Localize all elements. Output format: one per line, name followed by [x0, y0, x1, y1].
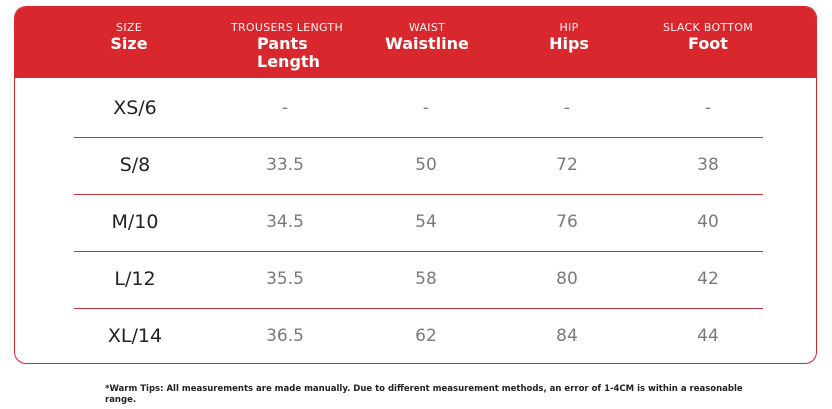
size-chart-card: SIZE Size TROUSERS LENGTH Pants Length W… — [14, 6, 817, 364]
header-foot-main: Foot — [688, 34, 728, 53]
header-foot: SLACK BOTTOM Foot — [633, 21, 783, 53]
header-size: SIZE Size — [54, 21, 204, 53]
warm-tips-note: *Warm Tips: All measurements are made ma… — [105, 384, 743, 405]
waistline-cell: 62 — [415, 326, 437, 346]
foot-cell: 38 — [697, 155, 719, 175]
hips-cell: - — [563, 98, 571, 118]
header-pants-length: TROUSERS LENGTH Pants Length — [212, 21, 362, 71]
table-row: M/10 34.5 54 76 40 — [74, 194, 763, 252]
table-row: XS/6 - - - - — [74, 80, 763, 138]
header-size-sub: SIZE — [116, 21, 142, 34]
table-header: SIZE Size TROUSERS LENGTH Pants Length W… — [15, 7, 816, 78]
foot-cell: - — [704, 98, 712, 118]
pants-length-cell: 34.5 — [266, 212, 304, 232]
size-cell: L/12 — [114, 268, 156, 290]
size-cell: M/10 — [111, 211, 159, 233]
waistline-cell: 54 — [415, 212, 437, 232]
pants-length-cell: 36.5 — [266, 326, 304, 346]
pants-length-cell: - — [281, 98, 289, 118]
header-hips-main: Hips — [549, 34, 589, 53]
hips-cell: 84 — [556, 326, 578, 346]
pants-length-cell: 35.5 — [266, 269, 304, 289]
foot-cell: 42 — [697, 269, 719, 289]
foot-cell: 40 — [697, 212, 719, 232]
header-waistline-sub: WAIST — [408, 21, 446, 34]
waistline-cell: - — [422, 98, 430, 118]
header-pants-length-main: Pants Length — [257, 34, 320, 71]
header-size-main: Size — [110, 34, 148, 53]
size-cell: S/8 — [119, 154, 151, 176]
hips-cell: 76 — [556, 212, 578, 232]
header-hips: HIP Hips — [494, 21, 644, 53]
table-row: L/12 35.5 58 80 42 — [74, 251, 763, 309]
header-foot-sub: SLACK BOTTOM — [662, 21, 754, 34]
waistline-cell: 50 — [415, 155, 437, 175]
waistline-cell: 58 — [415, 269, 437, 289]
size-cell: XS/6 — [113, 97, 157, 119]
size-cell: XL/14 — [107, 325, 163, 347]
table-row: S/8 33.5 50 72 38 — [74, 137, 763, 195]
hips-cell: 80 — [556, 269, 578, 289]
header-waistline-main: Waistline — [385, 34, 469, 53]
pants-length-cell: 33.5 — [266, 155, 304, 175]
hips-cell: 72 — [556, 155, 578, 175]
table-row: XL/14 36.5 62 84 44 — [74, 308, 763, 363]
foot-cell: 44 — [697, 326, 719, 346]
header-hips-sub: HIP — [559, 21, 579, 34]
header-waistline: WAIST Waistline — [352, 21, 502, 53]
header-pants-length-sub: TROUSERS LENGTH — [230, 21, 344, 34]
